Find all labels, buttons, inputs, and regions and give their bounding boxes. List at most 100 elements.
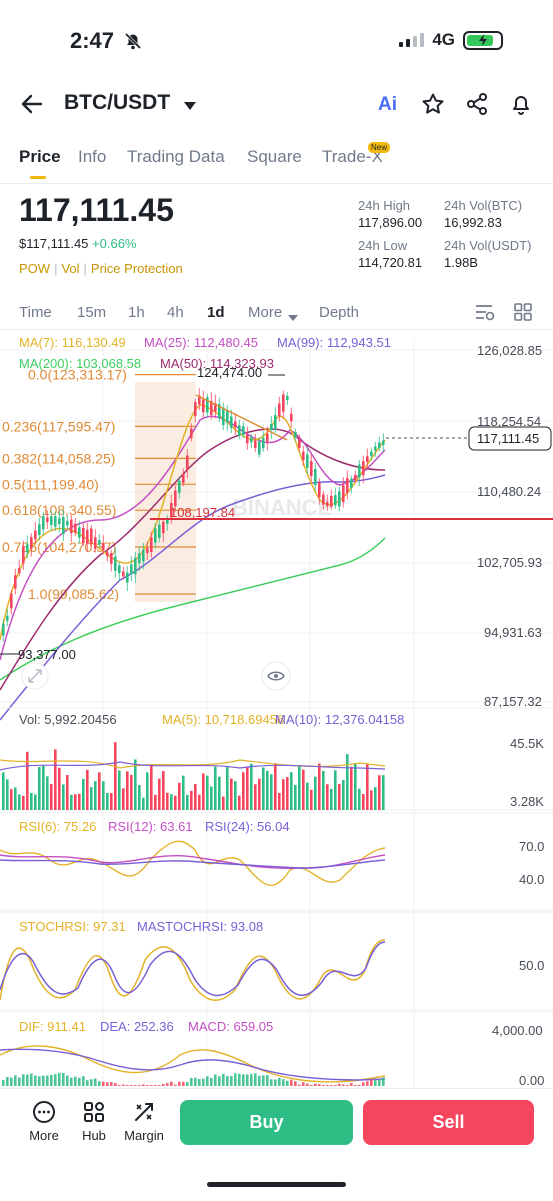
indicator-settings-icon[interactable] [474, 302, 496, 327]
kline-chart[interactable]: 0.0(123,313.17) 0.236(117,595.47) 0.382(11… [0, 330, 553, 1088]
candle-body [294, 431, 297, 438]
tab-trading-data[interactable]: Trading Data [127, 147, 225, 166]
macd-bar [150, 1085, 153, 1086]
network-label: 4G [432, 30, 455, 49]
macd-bar [94, 1078, 97, 1086]
macd-bar [182, 1081, 185, 1086]
chevron-down-icon[interactable] [183, 98, 197, 116]
tab-trade-x[interactable]: Trade-X [322, 147, 383, 166]
volume-bar [342, 780, 345, 810]
nav-label: More [29, 1128, 59, 1143]
candle-body [66, 520, 69, 526]
share-icon[interactable] [465, 92, 489, 121]
chevron-down-icon[interactable] [287, 309, 299, 327]
candle-body [342, 485, 345, 502]
interval-4h[interactable]: 4h [167, 304, 184, 321]
interval-depth[interactable]: Depth [319, 304, 360, 321]
stat-value: 16,992.83 [444, 215, 502, 230]
interval-1d[interactable]: 1d [207, 304, 225, 321]
candle-body [122, 571, 125, 577]
volume-bar [162, 771, 165, 810]
tab-price[interactable]: Price [19, 147, 61, 166]
low-marker: 93,377.00 [18, 647, 76, 662]
macd-bar [6, 1077, 9, 1086]
volume-bar [90, 787, 93, 810]
tab-info[interactable]: Info [78, 147, 107, 166]
candle-body [234, 421, 237, 428]
layout-grid-icon[interactable] [514, 303, 532, 326]
nav-margin[interactable]: Margin [119, 1100, 169, 1143]
usd-price-row: $117,111.45 +0.66% [19, 236, 136, 251]
volume-bar [158, 778, 161, 810]
volume-bar [382, 775, 385, 810]
tab-square[interactable]: Square [247, 147, 302, 166]
macd-bar [22, 1074, 25, 1086]
macd-bar [82, 1076, 85, 1086]
macd-bar [110, 1082, 113, 1086]
mastochrsi-line [0, 941, 386, 997]
macd-bar [2, 1080, 5, 1086]
interval-more[interactable]: More [248, 304, 283, 321]
ai-icon[interactable]: Ai [378, 94, 397, 115]
pair-title[interactable]: BTC/USDT [64, 91, 171, 114]
candle-body [254, 440, 257, 448]
back-arrow-icon[interactable] [20, 92, 44, 121]
bell-icon[interactable] [509, 92, 533, 121]
ma7-legend: MA(7): 116,130.49 [19, 335, 126, 350]
fib-level-label: 0.382(114,058.25) [2, 450, 115, 466]
star-icon[interactable] [421, 92, 445, 121]
margin-icon [119, 1100, 169, 1124]
eye-icon[interactable] [261, 661, 291, 691]
volume-bar [38, 766, 41, 810]
candle-body [286, 395, 289, 401]
candle-body [54, 516, 57, 527]
volume-bar [202, 773, 205, 810]
home-indicator [207, 1182, 346, 1187]
volume-bar [58, 767, 61, 810]
tag-vol[interactable]: Vol [61, 261, 80, 276]
macd-bar [50, 1074, 53, 1086]
candle-body [258, 441, 261, 455]
macd-axis-label: 4,000.00 [492, 1023, 543, 1038]
volume-bar [286, 777, 289, 810]
buy-button[interactable]: Buy [180, 1100, 353, 1145]
volume-bar [290, 772, 293, 810]
volume-bar [22, 795, 25, 810]
candle-body [18, 568, 21, 573]
volume-bar [298, 765, 301, 810]
volume-bar [206, 775, 209, 810]
macd-bar [174, 1084, 177, 1086]
nav-more[interactable]: More [19, 1100, 69, 1143]
macd-bar [354, 1085, 357, 1086]
expand-icon[interactable] [21, 662, 49, 690]
volume-bar [42, 765, 45, 810]
volume-bar [278, 793, 281, 810]
volume-bar [338, 783, 341, 810]
price-axis-label: 118,254.54 [477, 414, 541, 429]
macd-bar [214, 1074, 217, 1086]
sell-button[interactable]: Sell [363, 1100, 534, 1145]
nav-hub[interactable]: Hub [69, 1100, 119, 1143]
macd-bar [70, 1077, 73, 1086]
interval-time[interactable]: Time [19, 304, 52, 321]
interval-1h[interactable]: 1h [128, 304, 145, 321]
nav-label: Hub [82, 1128, 106, 1143]
ma25-line [0, 415, 386, 661]
macd-bar [278, 1077, 281, 1086]
volume-bar [62, 784, 65, 810]
candle-body [210, 400, 213, 416]
volume-bar [142, 797, 145, 810]
macd-bar [46, 1075, 49, 1086]
interval-15m[interactable]: 15m [77, 304, 107, 321]
ma99-line [0, 474, 386, 721]
candle-body [262, 437, 265, 449]
candle-body [314, 468, 317, 486]
volume-bar [134, 759, 137, 810]
current-price-tag: 117,111.45 [477, 431, 539, 446]
tag-price-protection[interactable]: Price Protection [90, 261, 183, 276]
stochrsi-legend: STOCHRSI: 97.31 [19, 919, 126, 934]
tag-pow[interactable]: POW [19, 261, 51, 276]
stat-24h-vol-btc: 24h Vol(BTC) 16,992.83 [444, 198, 522, 230]
macd-bar [118, 1085, 121, 1086]
candle-body [274, 415, 277, 430]
